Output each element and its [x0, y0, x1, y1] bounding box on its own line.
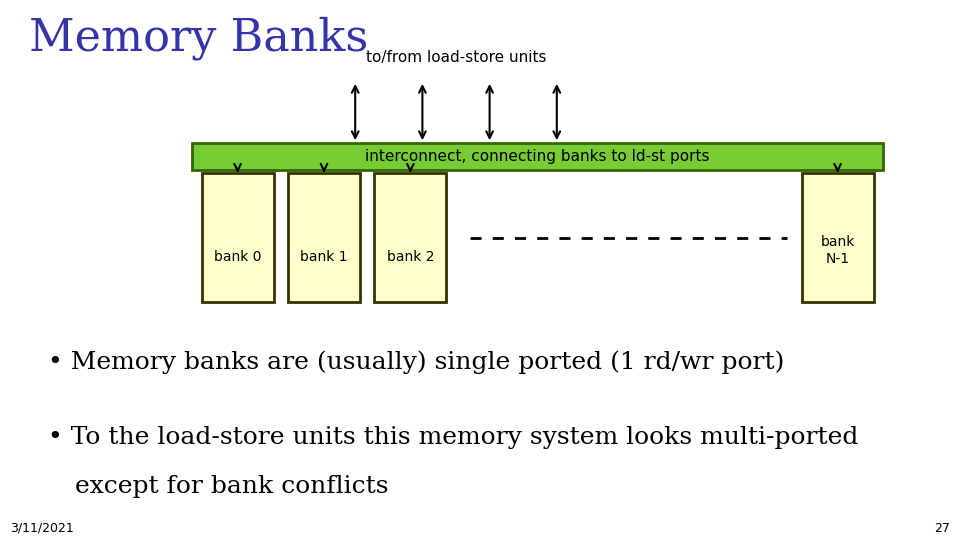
- Text: • Memory banks are (usually) single ported (1 rd/wr port): • Memory banks are (usually) single port…: [48, 350, 784, 374]
- Text: interconnect, connecting banks to ld-st ports: interconnect, connecting banks to ld-st …: [366, 149, 709, 164]
- Bar: [202, 173, 274, 302]
- Text: 3/11/2021: 3/11/2021: [10, 522, 73, 535]
- Bar: [802, 173, 874, 302]
- Text: except for bank conflicts: except for bank conflicts: [75, 475, 389, 497]
- Text: Memory Banks: Memory Banks: [29, 16, 368, 60]
- Text: 27: 27: [934, 522, 950, 535]
- Text: bank
N-1: bank N-1: [821, 235, 854, 266]
- Bar: [192, 143, 883, 170]
- Text: bank 2: bank 2: [387, 250, 434, 264]
- Text: • To the load-store units this memory system looks multi-ported: • To the load-store units this memory sy…: [48, 426, 858, 449]
- Bar: [288, 173, 360, 302]
- Bar: [374, 173, 446, 302]
- Text: bank 1: bank 1: [300, 250, 348, 264]
- Text: bank 0: bank 0: [214, 250, 261, 264]
- Text: to/from load-store units: to/from load-store units: [366, 50, 546, 65]
